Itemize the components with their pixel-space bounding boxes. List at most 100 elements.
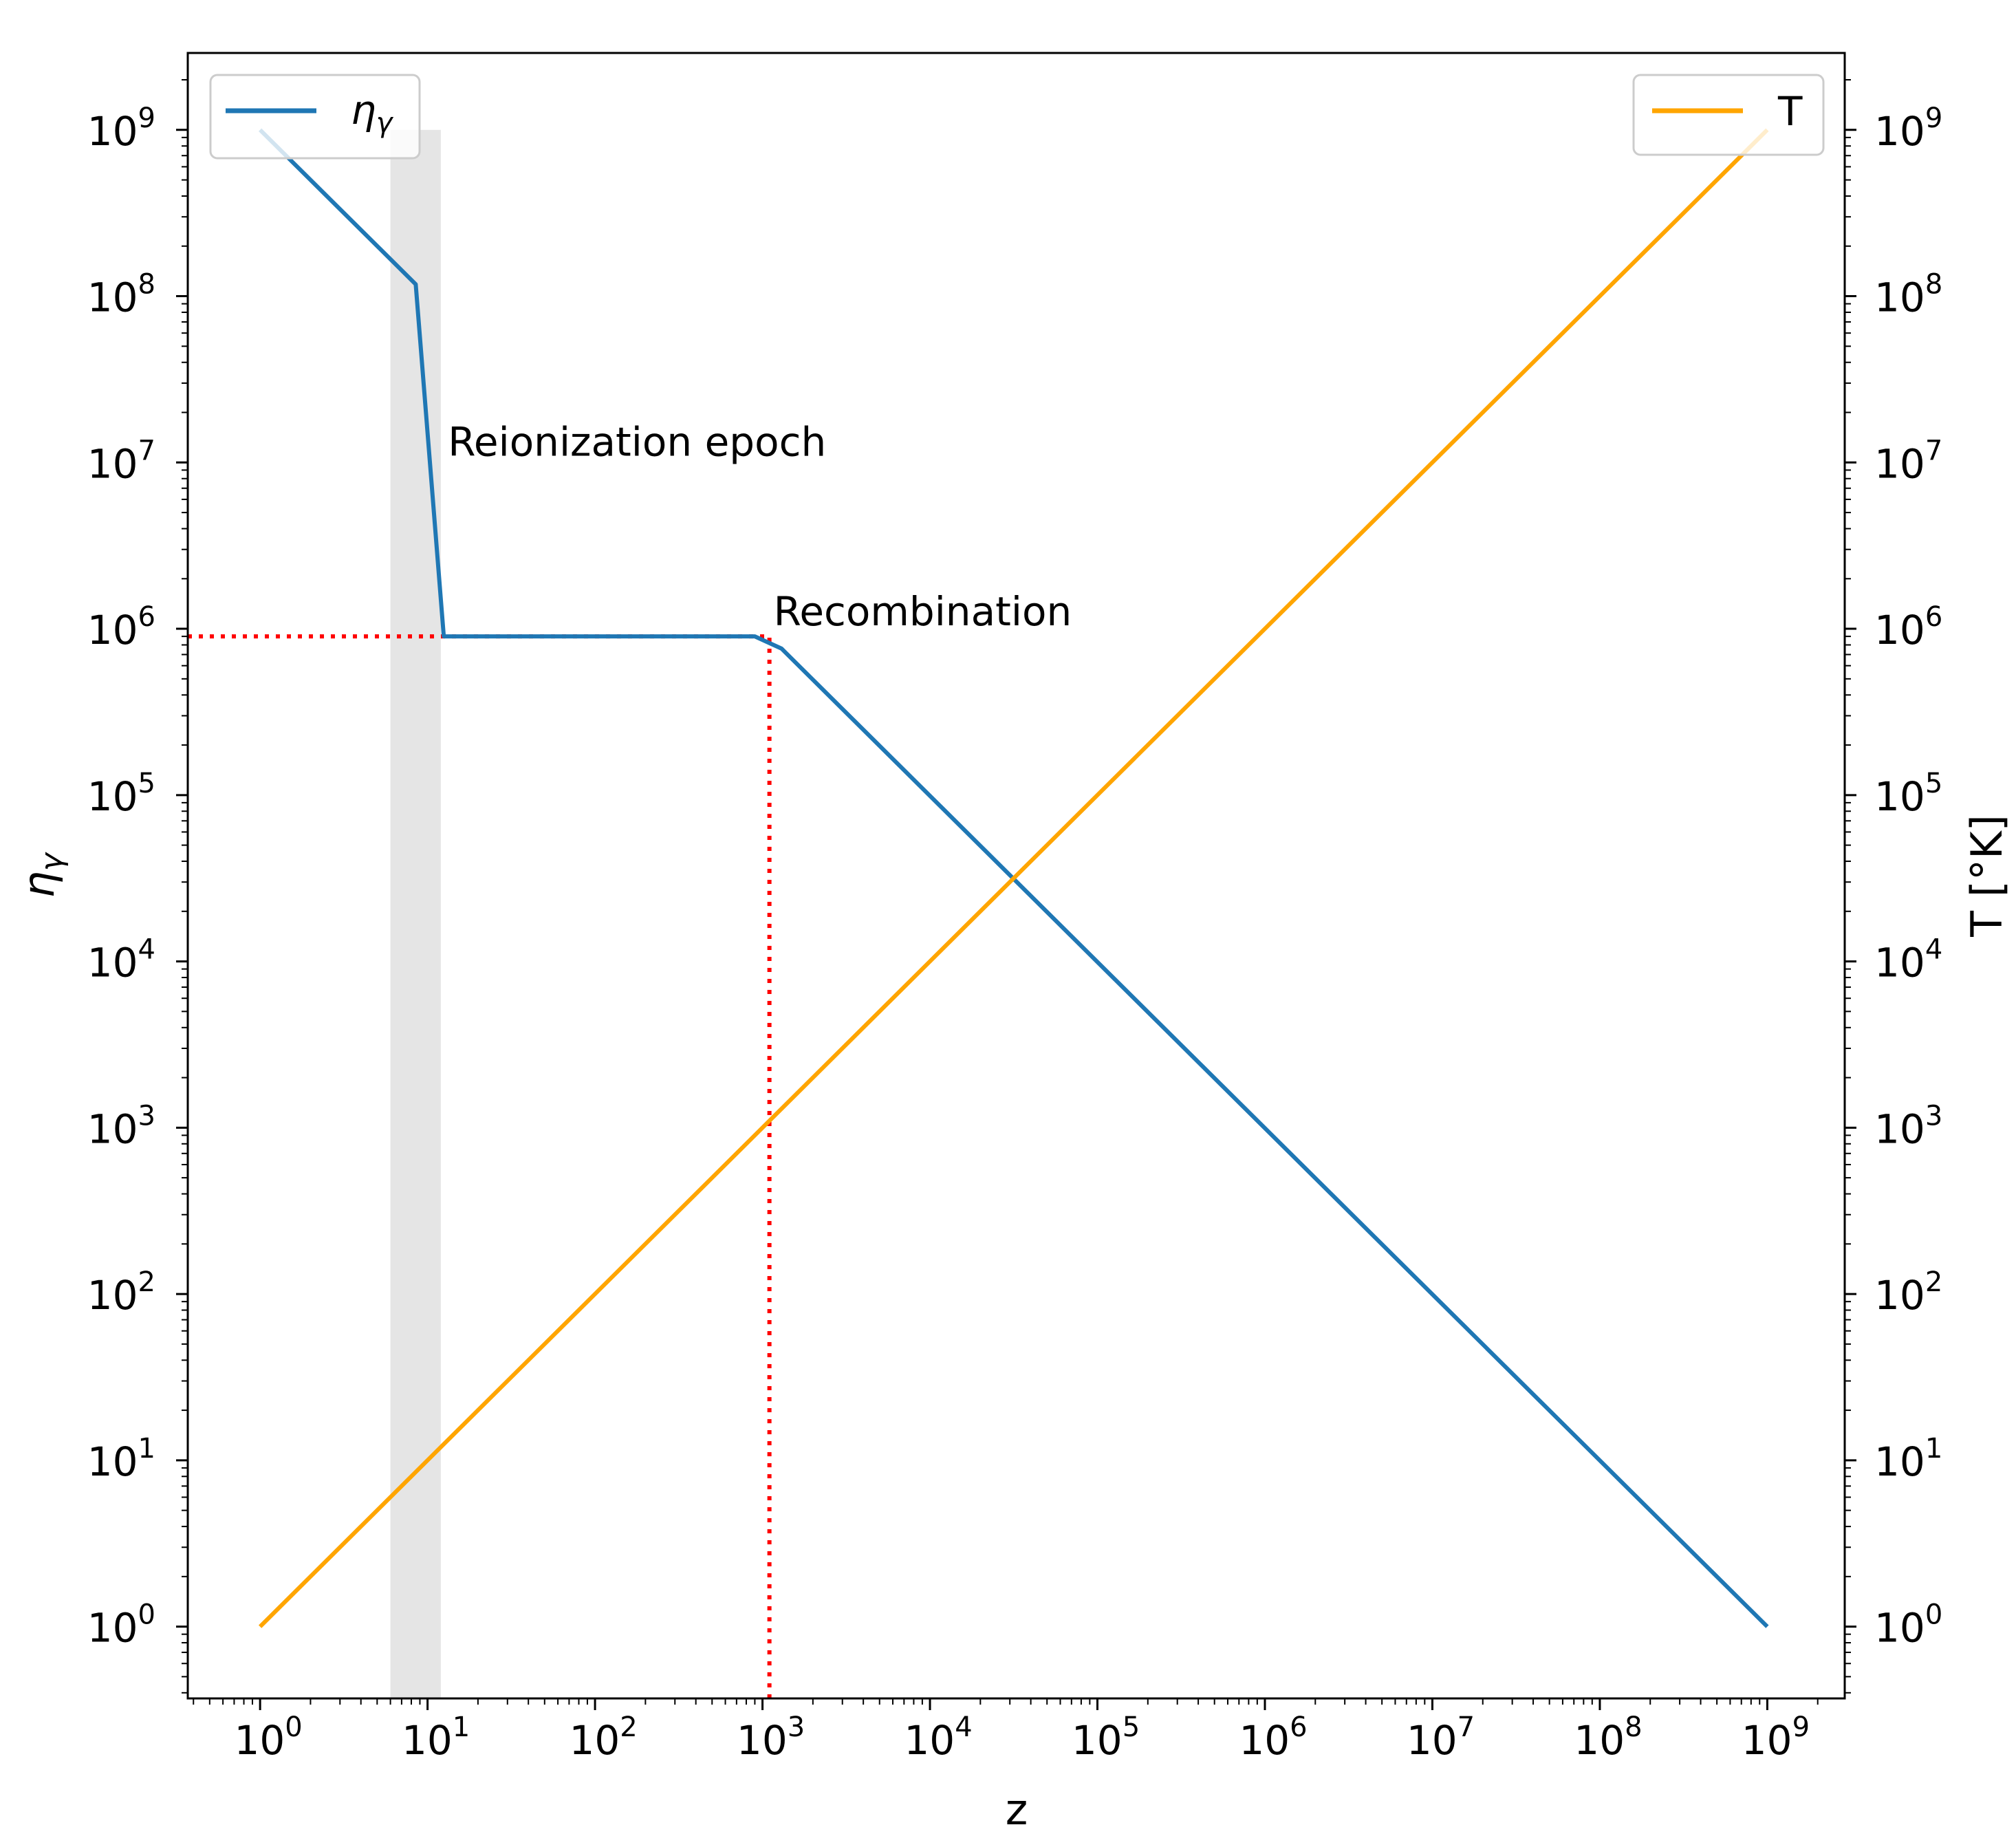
- y-tick-label-left-base: 10: [87, 1605, 138, 1652]
- y-tick-label-right-exponent: 2: [1925, 1266, 1942, 1298]
- x-tick-label-base: 10: [1742, 1717, 1792, 1764]
- y-tick-label-left-exponent: 2: [138, 1266, 155, 1298]
- y-tick-label-left-exponent: 7: [138, 435, 155, 466]
- y-tick-label-right-base: 10: [1874, 1105, 1925, 1152]
- y-tick-label-right-base: 10: [1874, 1272, 1925, 1319]
- y-tick-label-right-exponent: 3: [1925, 1100, 1942, 1132]
- x-tick-label-exponent: 6: [1290, 1711, 1307, 1743]
- x-tick-label: 105: [1072, 1711, 1140, 1764]
- y-tick-label-right-exponent: 7: [1925, 435, 1942, 466]
- y-tick-label-left-base: 10: [87, 440, 138, 487]
- y-tick-label-left-base: 10: [87, 607, 138, 654]
- y-tick-label-right-base: 10: [1874, 1605, 1925, 1652]
- y-tick-label-right: 101: [1874, 1433, 1942, 1485]
- x-tick-label-base: 10: [234, 1717, 285, 1764]
- annotation-recombination: Recombination: [774, 588, 1072, 635]
- y-tick-label-right-base: 10: [1874, 274, 1925, 321]
- y-tick-label-left-base: 10: [87, 1272, 138, 1319]
- y-tick-label-left: 103: [87, 1100, 155, 1152]
- x-tick-label: 102: [569, 1711, 637, 1764]
- y-tick-label-right: 102: [1874, 1266, 1942, 1319]
- y-axis-label-left: ηγ: [14, 852, 69, 898]
- x-tick-label: 108: [1574, 1711, 1642, 1764]
- y-tick-label-left: 105: [87, 768, 155, 820]
- y-tick-label-left-base: 10: [87, 1105, 138, 1152]
- y-tick-label-right-exponent: 6: [1925, 601, 1942, 633]
- y-tick-label-left-exponent: 6: [138, 601, 155, 633]
- x-tick-label-base: 10: [737, 1717, 788, 1764]
- x-tick-label-base: 10: [904, 1717, 955, 1764]
- x-tick-label: 101: [402, 1711, 470, 1764]
- y-tick-label-right: 109: [1874, 102, 1942, 155]
- x-tick-label: 106: [1239, 1711, 1307, 1764]
- y-tick-label-right-exponent: 4: [1925, 934, 1942, 966]
- t-line: [258, 128, 1769, 1628]
- y-tick-label-right-exponent: 9: [1925, 102, 1942, 134]
- x-tick-label-base: 10: [1574, 1717, 1625, 1764]
- x-tick-label-exponent: 5: [1123, 1711, 1140, 1743]
- x-tick-label: 100: [234, 1711, 302, 1764]
- x-tick-label-exponent: 8: [1625, 1711, 1642, 1743]
- x-tick-label-exponent: 4: [955, 1711, 972, 1743]
- y-tick-label-right-base: 10: [1874, 940, 1925, 986]
- x-tick-label: 104: [904, 1711, 972, 1764]
- legend-right-box: [1632, 74, 1825, 156]
- x-tick-label: 107: [1407, 1711, 1475, 1764]
- y-axis-label-right: T [°K]: [1962, 814, 2012, 938]
- y-tick-label-right-base: 10: [1874, 1438, 1925, 1485]
- y-tick-label-right-base: 10: [1874, 108, 1925, 155]
- x-axis-label: z: [1006, 1784, 1028, 1835]
- x-tick-label-exponent: 3: [788, 1711, 805, 1743]
- y-tick-label-right-exponent: 8: [1925, 269, 1942, 301]
- y-tick-label-right: 103: [1874, 1100, 1942, 1152]
- y-tick-label-left-exponent: 1: [138, 1433, 155, 1465]
- x-tick-label-base: 10: [1072, 1717, 1123, 1764]
- y-tick-label-left-exponent: 8: [138, 269, 155, 301]
- y-tick-label-left-base: 10: [87, 940, 138, 986]
- y-tick-label-left: 109: [87, 102, 155, 155]
- x-tick-label: 103: [737, 1711, 805, 1764]
- legend-right: T: [1632, 74, 1825, 156]
- y-tick-label-left-base: 10: [87, 108, 138, 155]
- y-axis-label-left-base: η: [14, 871, 64, 898]
- legend-left-box: [209, 74, 421, 160]
- y-tick-label-right-base: 10: [1874, 773, 1925, 820]
- eta-gamma-line: [258, 128, 1769, 1628]
- y-tick-label-left: 107: [87, 435, 155, 487]
- y-tick-label-left-exponent: 3: [138, 1100, 155, 1132]
- y-tick-label-right: 108: [1874, 269, 1942, 321]
- y-tick-label-left-base: 10: [87, 274, 138, 321]
- y-tick-label-left: 102: [87, 1266, 155, 1319]
- legend-left: ηγ: [209, 74, 421, 160]
- y-tick-label-right: 106: [1874, 601, 1942, 654]
- y-tick-label-left: 101: [87, 1433, 155, 1485]
- y-tick-label-left: 100: [87, 1599, 155, 1652]
- x-tick-label-exponent: 1: [453, 1711, 470, 1743]
- y-axis-label-left-sub: γ: [34, 852, 69, 871]
- legend-left-label-sub: γ: [376, 107, 394, 139]
- axes-frame: [186, 52, 1846, 1700]
- y-tick-label-left: 108: [87, 269, 155, 321]
- y-tick-label-right-exponent: 0: [1925, 1599, 1942, 1631]
- y-tick-label-right: 104: [1874, 934, 1942, 986]
- y-tick-label-left: 104: [87, 934, 155, 986]
- y-tick-label-right-exponent: 5: [1925, 768, 1942, 799]
- x-tick-label-base: 10: [402, 1717, 453, 1764]
- legend-left-label-base: η: [351, 87, 376, 133]
- y-tick-label-left-exponent: 5: [138, 768, 155, 799]
- x-tick-label-exponent: 2: [620, 1711, 637, 1743]
- y-tick-label-right: 100: [1874, 1599, 1942, 1652]
- x-tick-label-exponent: 0: [285, 1711, 302, 1743]
- y-tick-label-left-exponent: 0: [138, 1599, 155, 1631]
- y-tick-label-right: 107: [1874, 435, 1942, 487]
- y-tick-label-right-exponent: 1: [1925, 1433, 1942, 1465]
- y-tick-label-right-base: 10: [1874, 607, 1925, 654]
- y-tick-label-left: 106: [87, 601, 155, 654]
- reionization-band: [390, 129, 441, 1699]
- y-tick-label-left-base: 10: [87, 773, 138, 820]
- y-tick-label-left-base: 10: [87, 1438, 138, 1485]
- y-tick-label-right: 105: [1874, 768, 1942, 820]
